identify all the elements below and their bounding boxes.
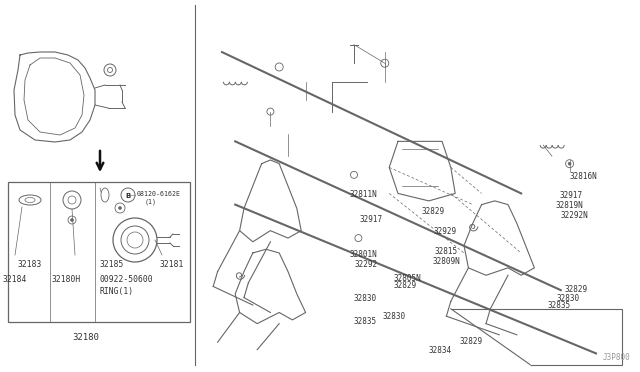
Text: 32830: 32830 [383, 312, 406, 321]
Text: 32801N: 32801N [349, 250, 378, 259]
Text: 32811N: 32811N [349, 190, 378, 199]
Text: 32834: 32834 [429, 346, 452, 355]
Text: 32185: 32185 [100, 260, 124, 269]
Text: 32830: 32830 [353, 294, 376, 303]
Text: 32835: 32835 [354, 317, 377, 326]
Bar [8, 182, 190, 322]
Text: 32835: 32835 [548, 301, 571, 310]
Text: (1): (1) [145, 199, 157, 205]
Text: 32829: 32829 [394, 281, 417, 290]
Text: B: B [125, 193, 131, 199]
Text: 32292N: 32292N [561, 211, 589, 219]
Text: 32292: 32292 [355, 260, 378, 269]
Text: 32830: 32830 [556, 294, 580, 303]
Circle shape [70, 218, 74, 221]
Text: 32816N: 32816N [570, 172, 597, 181]
Circle shape [118, 206, 122, 209]
Text: RING(1): RING(1) [100, 287, 134, 296]
Text: 08120-6162E: 08120-6162E [137, 191, 181, 197]
Text: 32929: 32929 [433, 227, 456, 236]
Text: 32180H: 32180H [52, 275, 81, 284]
Text: 32819N: 32819N [556, 201, 583, 210]
Text: 32181: 32181 [160, 260, 184, 269]
Text: 32815: 32815 [435, 247, 458, 256]
Text: 32917: 32917 [559, 191, 582, 200]
Text: 32829: 32829 [564, 285, 588, 294]
Text: J3P800: J3P800 [602, 353, 630, 362]
Text: 32805N: 32805N [394, 274, 421, 283]
Text: 32917: 32917 [360, 215, 383, 224]
Text: 32184: 32184 [3, 275, 28, 284]
Text: 32180: 32180 [72, 333, 99, 342]
Text: 32829: 32829 [421, 207, 444, 216]
Circle shape [568, 162, 571, 165]
Text: 32809N: 32809N [433, 257, 460, 266]
Text: 32829: 32829 [460, 337, 483, 346]
Text: 32183: 32183 [18, 260, 42, 269]
Text: 00922-50600: 00922-50600 [100, 275, 154, 284]
